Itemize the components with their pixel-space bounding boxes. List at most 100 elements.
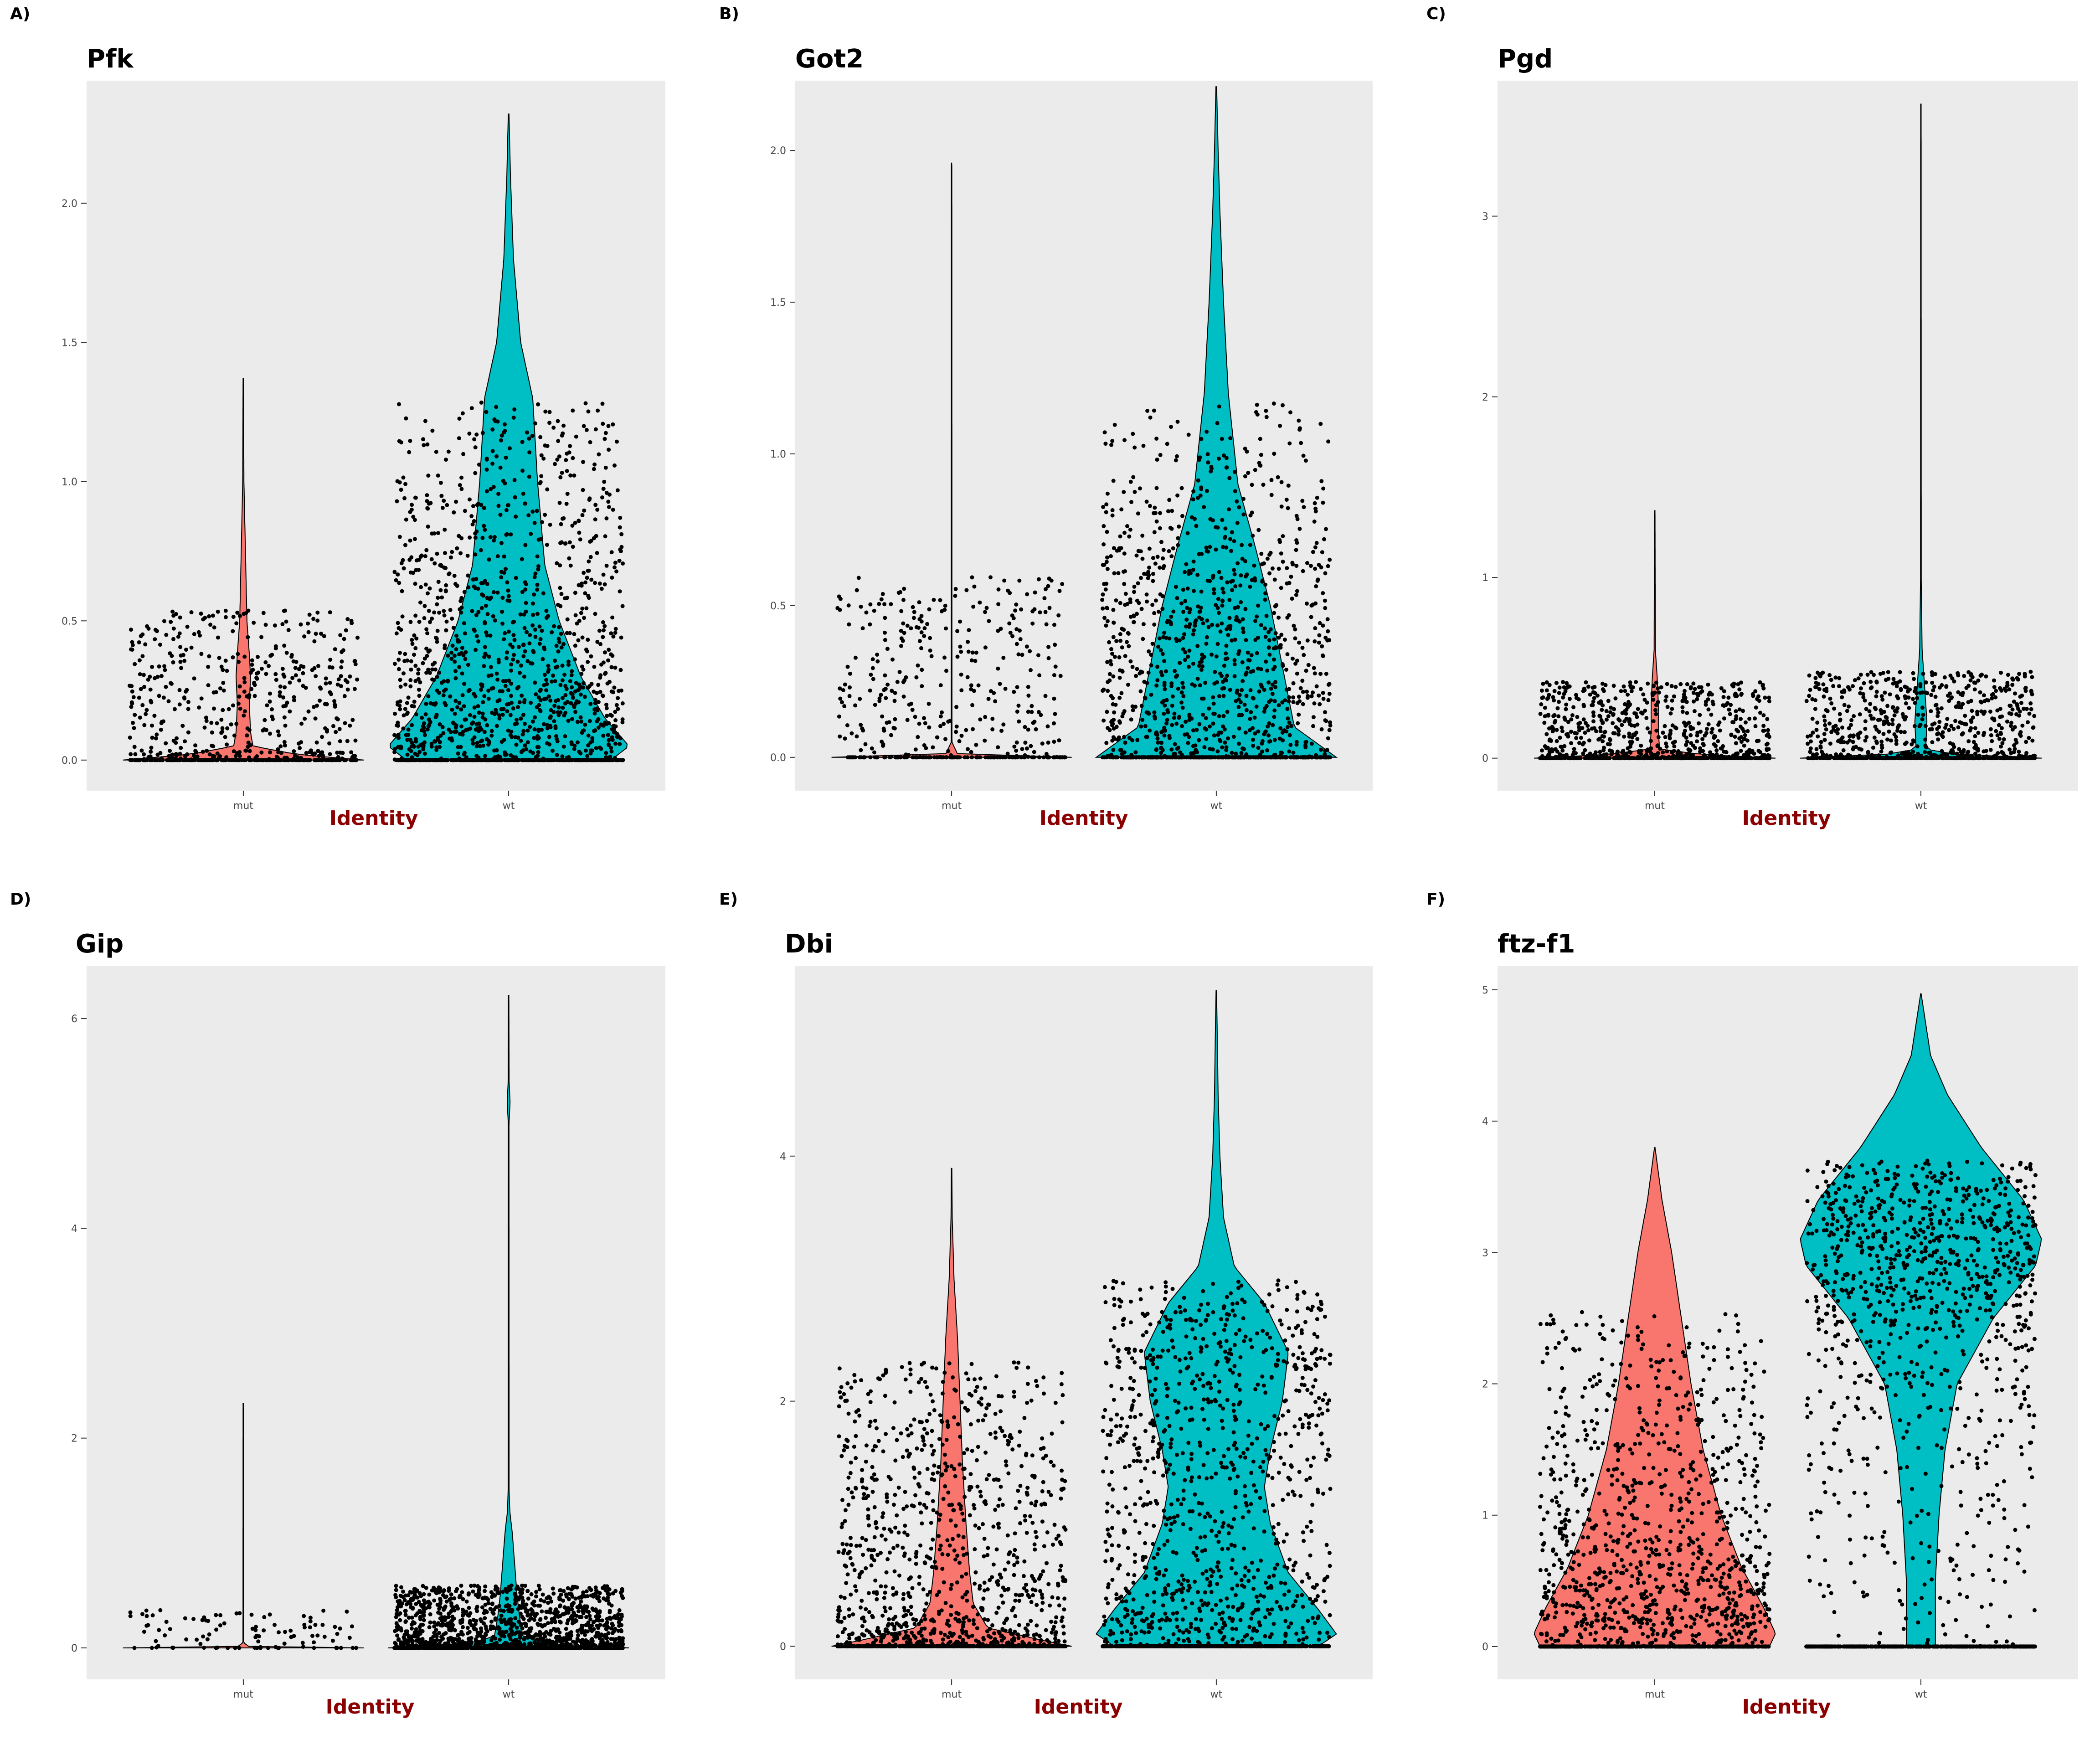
data-point <box>307 612 312 617</box>
data-point <box>253 756 258 760</box>
data-point <box>1291 700 1296 704</box>
data-point <box>315 618 320 623</box>
data-point <box>476 610 481 614</box>
data-point <box>141 673 146 677</box>
data-point <box>425 506 430 510</box>
data-point <box>256 654 260 659</box>
data-point <box>1162 659 1167 664</box>
data-point <box>560 754 565 759</box>
data-point <box>556 705 561 710</box>
data-point <box>514 742 519 747</box>
data-point <box>422 733 427 737</box>
data-point <box>875 653 880 657</box>
data-point <box>259 667 264 671</box>
data-point <box>459 536 464 540</box>
x-tick-label: wt <box>1210 800 1223 812</box>
data-point <box>1234 751 1238 756</box>
data-point <box>902 587 906 591</box>
data-point <box>237 659 241 664</box>
data-point <box>1210 747 1215 751</box>
data-point <box>474 648 478 652</box>
data-point <box>917 639 922 643</box>
data-point <box>1555 749 1560 754</box>
data-point <box>573 591 577 595</box>
data-point <box>1586 728 1590 732</box>
data-point <box>149 749 153 754</box>
data-point <box>129 752 133 757</box>
data-point <box>339 684 343 688</box>
data-point <box>1017 719 1021 724</box>
data-point <box>298 746 302 750</box>
data-point <box>1183 732 1187 737</box>
data-point <box>215 751 220 756</box>
data-point <box>1287 441 1292 446</box>
data-point <box>408 620 413 624</box>
data-point <box>348 674 352 679</box>
data-point <box>184 690 188 694</box>
data-point <box>1767 699 1771 704</box>
data-point <box>536 745 541 749</box>
data-point <box>1174 585 1178 589</box>
data-point <box>133 713 137 717</box>
data-point <box>1621 684 1626 689</box>
data-point <box>1611 721 1615 726</box>
data-point <box>874 755 879 760</box>
data-point <box>1279 480 1284 484</box>
data-point <box>457 436 461 441</box>
data-point <box>550 630 554 634</box>
data-point <box>1686 747 1691 751</box>
data-point <box>1105 710 1109 714</box>
data-point <box>172 707 177 711</box>
data-point <box>1102 562 1107 567</box>
data-point <box>1188 755 1192 760</box>
data-point <box>1192 628 1196 633</box>
data-point <box>469 758 474 762</box>
data-point <box>885 682 890 687</box>
data-point <box>1237 505 1241 510</box>
data-point <box>532 727 537 731</box>
data-point <box>234 621 239 626</box>
data-point <box>899 636 904 641</box>
data-point <box>1542 721 1547 725</box>
data-point <box>870 666 875 670</box>
data-point <box>1149 663 1153 668</box>
data-point <box>484 737 489 741</box>
data-point <box>496 754 500 758</box>
data-point <box>284 619 288 624</box>
data-point <box>1198 493 1203 498</box>
data-point <box>1200 696 1204 701</box>
data-point <box>556 419 560 423</box>
data-point <box>164 633 169 637</box>
data-point <box>297 678 302 683</box>
data-point <box>1263 755 1267 760</box>
y-tick-label: 1.5 <box>62 337 77 349</box>
data-point <box>922 716 926 721</box>
data-point <box>1555 706 1560 710</box>
data-point <box>1231 735 1236 739</box>
data-point <box>1243 474 1247 479</box>
data-point <box>1115 755 1120 760</box>
data-point <box>1112 546 1116 551</box>
data-point <box>1028 649 1032 654</box>
data-point <box>969 687 973 691</box>
data-point <box>178 751 182 756</box>
data-point <box>1046 741 1050 745</box>
data-point <box>964 588 969 592</box>
data-point <box>607 738 611 742</box>
data-point <box>1553 719 1558 723</box>
data-point <box>1232 470 1237 474</box>
data-point <box>183 739 187 744</box>
data-point <box>428 620 432 624</box>
data-point <box>324 758 328 762</box>
data-point <box>442 609 446 613</box>
data-point <box>609 749 614 754</box>
data-point <box>1602 754 1607 758</box>
data-point <box>325 729 329 734</box>
data-point <box>148 687 153 692</box>
data-point <box>1133 705 1138 709</box>
data-point <box>481 581 485 585</box>
data-point <box>612 463 617 468</box>
data-point <box>1193 683 1197 688</box>
data-point <box>292 695 296 700</box>
data-point <box>1267 571 1272 576</box>
